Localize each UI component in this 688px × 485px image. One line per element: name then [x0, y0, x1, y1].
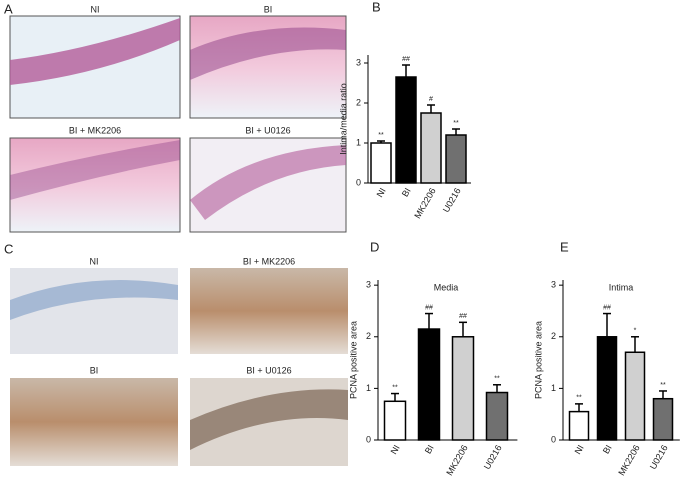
annotation: **	[576, 395, 582, 402]
y-tick-label: 2	[356, 97, 361, 107]
bar	[451, 336, 475, 441]
x-tick-label: BI	[601, 443, 614, 455]
image-caption: BI	[90, 365, 99, 375]
y-tick-label: 1	[366, 383, 371, 393]
y-tick-label: 1	[551, 383, 556, 393]
annotation: **	[453, 120, 459, 127]
annotation: **	[494, 376, 500, 383]
image-caption: BI + U0126	[246, 365, 291, 375]
image-a	[9, 15, 347, 233]
x-tick-label: BI	[400, 186, 413, 198]
y-tick-label: 3	[356, 57, 361, 67]
x-tick-label: MK2206	[444, 443, 469, 477]
annotation: **	[378, 132, 384, 139]
panel-letter: E	[560, 239, 569, 254]
panel-letter: D	[370, 239, 379, 254]
x-tick-label: U0216	[648, 443, 670, 471]
image-caption: NI	[91, 4, 100, 14]
y-tick-label: 0	[366, 434, 371, 444]
annotation: **	[660, 382, 666, 389]
bar	[596, 336, 618, 441]
image-caption: NI	[90, 256, 99, 266]
y-tick-label: 1	[356, 137, 361, 147]
bar	[652, 397, 674, 441]
annotation: ##	[603, 304, 611, 311]
y-tick-label: 2	[366, 331, 371, 341]
y-tick-label: 0	[551, 434, 556, 444]
y-axis-label: PCNA positive area	[348, 321, 358, 399]
annotation: ##	[402, 56, 410, 63]
x-tick-label: MK2206	[412, 186, 437, 220]
image-caption: BI + MK2206	[69, 125, 121, 135]
x-tick-label: BI	[423, 443, 436, 455]
bar	[417, 328, 441, 441]
annotation: #	[429, 96, 433, 103]
x-tick-label: U0216	[482, 443, 504, 471]
image-caption: BI + MK2206	[243, 256, 295, 266]
annotation: ##	[425, 304, 433, 311]
bar	[485, 391, 509, 441]
bar	[624, 351, 646, 441]
image-caption: BI	[264, 4, 273, 14]
x-tick-label: U0216	[441, 186, 463, 214]
x-tick-label: NI	[573, 443, 586, 456]
x-tick-label: NI	[389, 443, 402, 456]
bar	[420, 112, 442, 184]
y-tick-label: 0	[356, 177, 361, 187]
y-tick-label: 3	[366, 280, 371, 290]
bar	[395, 76, 417, 184]
x-tick-label: NI	[375, 186, 388, 199]
panel-letter: A	[4, 1, 13, 16]
annotation: ##	[459, 313, 467, 320]
chart-title: Media	[434, 282, 459, 292]
image-c	[10, 268, 348, 466]
image-caption: BI + U0126	[245, 125, 290, 135]
annotation: *	[634, 328, 637, 335]
y-tick-label: 2	[551, 331, 556, 341]
panel-letter: C	[4, 241, 13, 256]
panel-letter: B	[372, 0, 381, 14]
y-tick-label: 3	[551, 280, 556, 290]
y-axis-label: PCNA positive area	[533, 321, 543, 399]
chart-title: Intima	[609, 282, 634, 292]
annotation: **	[392, 384, 398, 391]
x-tick-label: MK2206	[616, 443, 641, 477]
y-axis-label: Intima/media ratio	[338, 83, 348, 155]
bar	[370, 142, 392, 184]
bar	[445, 134, 467, 184]
bar	[383, 400, 407, 441]
bar	[568, 410, 590, 441]
